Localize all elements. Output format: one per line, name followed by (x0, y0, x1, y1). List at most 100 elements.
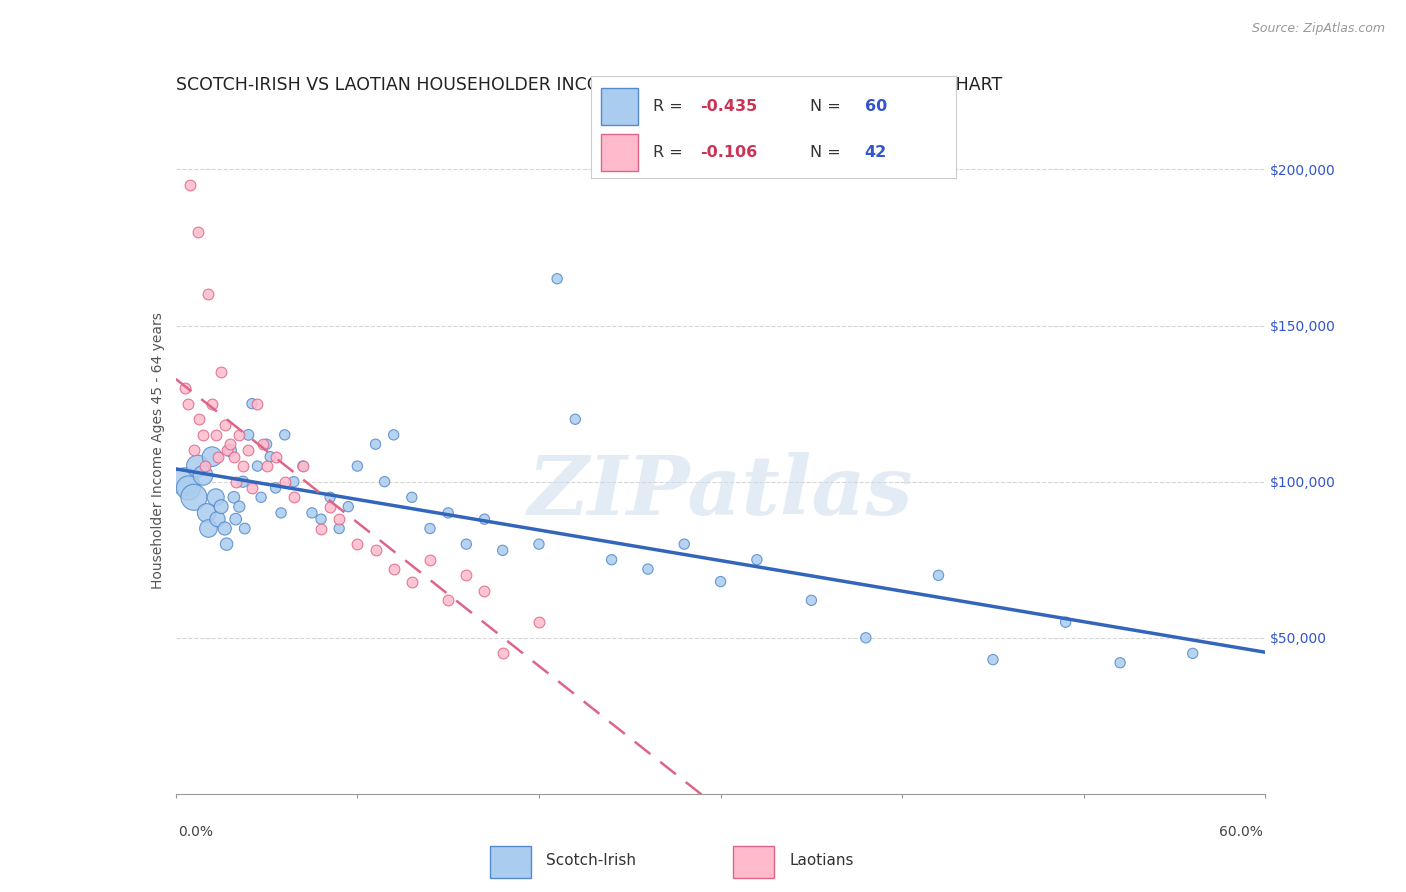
Point (209, 500, 232, 514)
Text: N =: N = (810, 99, 846, 114)
Point (222, 450, 245, 464)
Point (745, 552, 768, 567)
Point (246, 396, 269, 410)
Point (309, 512, 332, 526)
Point (419, 521, 441, 535)
Point (637, 562, 659, 576)
Point (186, 225, 209, 239)
Text: R =: R = (652, 145, 688, 161)
Point (382, 427, 405, 442)
Point (855, 631, 877, 645)
Point (240, 481, 263, 495)
Point (183, 490, 205, 504)
Text: -0.435: -0.435 (700, 99, 758, 114)
Point (301, 506, 323, 520)
Point (207, 512, 229, 526)
Point (546, 271, 568, 285)
Point (179, 178, 201, 192)
Text: N =: N = (810, 145, 846, 161)
Point (225, 475, 247, 489)
Point (328, 512, 350, 526)
Point (228, 427, 250, 442)
Point (346, 537, 368, 551)
Text: Scotch-Irish: Scotch-Irish (546, 854, 636, 868)
Text: SCOTCH-IRISH VS LAOTIAN HOUSEHOLDER INCOME AGES 45 - 64 YEARS CORRELATION CHART: SCOTCH-IRISH VS LAOTIAN HOUSEHOLDER INCO… (176, 77, 1002, 95)
Point (246, 458, 269, 473)
Point (186, 458, 209, 473)
FancyBboxPatch shape (491, 846, 531, 878)
Point (346, 458, 368, 473)
Point (197, 287, 219, 301)
Point (214, 418, 236, 433)
Point (274, 427, 297, 442)
Point (283, 475, 305, 489)
Point (283, 490, 305, 504)
Point (191, 468, 214, 483)
Point (225, 512, 247, 526)
Point (177, 481, 200, 495)
Point (197, 521, 219, 535)
Point (309, 521, 332, 535)
Point (401, 490, 423, 504)
Point (800, 593, 823, 607)
Point (264, 450, 287, 464)
Point (1054, 615, 1077, 630)
Point (456, 568, 478, 582)
Point (382, 562, 405, 576)
Point (419, 552, 441, 567)
Point (319, 490, 342, 504)
Point (183, 443, 205, 458)
Point (319, 500, 342, 514)
Point (256, 437, 278, 451)
Text: 60: 60 (865, 99, 887, 114)
Point (177, 396, 200, 410)
Point (374, 475, 396, 489)
Point (232, 458, 254, 473)
Text: 42: 42 (865, 145, 887, 161)
Y-axis label: Householder Income Ages 45 - 64 years: Householder Income Ages 45 - 64 years (150, 312, 165, 589)
Point (259, 450, 281, 464)
Point (437, 593, 460, 607)
Text: -0.106: -0.106 (700, 145, 758, 161)
Point (401, 574, 423, 589)
Point (328, 521, 350, 535)
Point (215, 443, 238, 458)
Text: 0.0%: 0.0% (179, 825, 212, 838)
Point (274, 475, 297, 489)
Point (214, 521, 236, 535)
Point (252, 437, 274, 451)
Point (201, 396, 224, 410)
Point (228, 500, 250, 514)
Point (492, 646, 515, 660)
Point (222, 490, 245, 504)
Point (173, 475, 195, 489)
Point (238, 427, 260, 442)
Point (215, 537, 238, 551)
Point (195, 506, 218, 520)
Text: ZIPatlas: ZIPatlas (527, 451, 914, 532)
Point (238, 443, 260, 458)
Point (928, 568, 950, 582)
Point (188, 412, 211, 426)
Point (364, 543, 387, 558)
Point (710, 574, 733, 589)
Point (981, 653, 1004, 667)
Point (474, 583, 496, 598)
Point (191, 427, 214, 442)
Point (270, 506, 292, 520)
Text: Laotians: Laotians (789, 854, 853, 868)
Point (233, 521, 256, 535)
Point (232, 475, 254, 489)
Point (201, 450, 224, 464)
Point (209, 366, 232, 380)
Point (250, 490, 273, 504)
Point (437, 506, 460, 520)
Point (564, 412, 586, 426)
Point (207, 450, 229, 464)
Point (492, 543, 515, 558)
Point (474, 512, 496, 526)
Point (364, 437, 387, 451)
Point (337, 500, 360, 514)
FancyBboxPatch shape (602, 88, 638, 125)
Point (256, 458, 278, 473)
